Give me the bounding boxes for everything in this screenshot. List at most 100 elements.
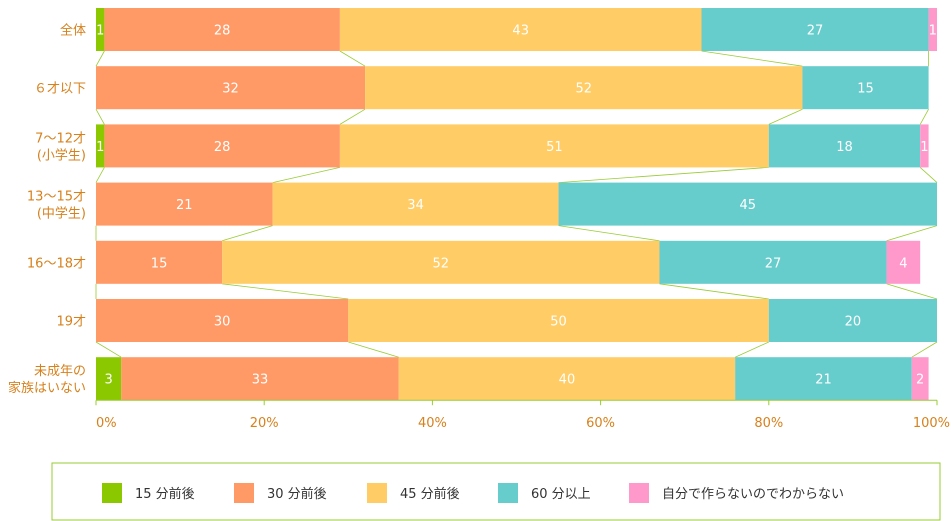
connector-line	[222, 283, 349, 300]
legend-swatch	[234, 483, 254, 503]
segment-value-label: 32	[222, 82, 239, 97]
bar-segment	[96, 66, 366, 110]
segment-value-label: 52	[576, 82, 593, 97]
legend: 15 分前後 30 分前後 45 分前後 60 分以上 自分で作らないのでわからない	[51, 462, 941, 521]
connector-line	[339, 50, 366, 67]
segment-value-label: 28	[214, 24, 231, 39]
bar-segment	[920, 124, 929, 168]
bar-segment	[768, 124, 921, 168]
connector-line	[886, 225, 938, 242]
connector-line	[339, 108, 366, 125]
legend-swatch	[102, 483, 122, 503]
segment-value-label: 1	[96, 24, 104, 39]
segment-value-label: 50	[550, 315, 567, 330]
legend-label: 30 分前後	[267, 486, 327, 502]
bar-segment	[121, 357, 399, 401]
bar-segment	[735, 357, 912, 401]
bar-segment	[659, 240, 887, 284]
segment-value-label: 15	[857, 82, 874, 97]
category-label: 19才	[56, 315, 86, 330]
legend-swatch	[498, 483, 518, 503]
connector-line	[734, 341, 769, 358]
bar-segment	[701, 8, 929, 51]
bar-segment	[348, 299, 769, 342]
connector-line	[95, 109, 105, 125]
segment-value-label: 43	[512, 24, 529, 39]
segment-value-label: 4	[899, 256, 907, 271]
x-axis: 0% 20% 40% 60% 80% 100%	[95, 399, 950, 431]
bar-segment	[768, 299, 937, 342]
category-label: (小学生)	[37, 147, 86, 163]
bar-segment	[272, 182, 559, 226]
connector-line	[919, 167, 938, 183]
bar-segment	[222, 240, 660, 284]
connector-line	[886, 283, 938, 300]
connector-line	[95, 50, 105, 67]
bar-segment	[398, 357, 736, 401]
category-label: 7〜12才	[35, 131, 86, 146]
bar-segment	[339, 8, 702, 51]
connector-line	[911, 341, 938, 358]
segment-value-label: 2	[916, 373, 924, 388]
bar-segment	[339, 124, 769, 168]
segment-value-label: 52	[433, 256, 450, 271]
x-tick-label: 40%	[418, 416, 447, 431]
segment-value-label: 27	[765, 256, 782, 271]
bar-segment	[104, 8, 340, 51]
bar-segment	[96, 299, 349, 342]
segment-value-label: 1	[920, 140, 928, 155]
category-label: 全体	[60, 23, 86, 39]
x-tick-label: 100%	[913, 416, 950, 431]
segment-value-label: 15	[151, 256, 168, 271]
connector-line	[558, 167, 769, 183]
segment-value-label: 28	[214, 140, 231, 155]
x-tick-label: 60%	[586, 416, 615, 431]
connector-line	[659, 283, 769, 300]
bar-segment	[104, 124, 340, 168]
x-tick-label: 80%	[754, 416, 783, 431]
category-labels: 全体 ６才以下 7〜12才(小学生) 13〜15才(中学生) 16〜18才 19才未成年の…	[8, 23, 86, 397]
segment-value-label: 27	[807, 24, 824, 39]
segment-value-label: 18	[836, 140, 853, 155]
bar-segment	[96, 357, 122, 401]
x-tick-label: 20%	[250, 416, 279, 431]
legend-label: 60 分以上	[531, 487, 591, 502]
segment-value-label: 21	[815, 373, 832, 388]
legend-swatch	[629, 483, 649, 503]
legend-box	[51, 462, 941, 521]
bar-segment	[96, 124, 105, 168]
segment-value-label: 40	[559, 373, 576, 388]
category-label: (中学生)	[37, 206, 86, 222]
connector-line	[768, 108, 803, 125]
segment-value-label: 45	[740, 198, 757, 213]
bar-segment	[886, 240, 921, 284]
segment-value-label: 20	[845, 315, 862, 330]
bar-segment	[365, 66, 803, 110]
connector-line	[919, 109, 929, 125]
legend-label: 45 分前後	[400, 486, 460, 502]
bar-segment	[802, 66, 929, 110]
bar-segment	[96, 8, 105, 51]
segment-value-label: 1	[96, 140, 104, 155]
category-label: 13〜15才	[27, 190, 86, 205]
bar-segment	[928, 8, 937, 51]
x-tick-label: 0%	[96, 416, 117, 431]
bar-segment	[96, 240, 223, 284]
category-label: 16〜18才	[27, 256, 86, 271]
connector-lines	[95, 50, 938, 358]
bars	[96, 8, 937, 401]
legend-swatch	[367, 483, 387, 503]
segment-value-label: 3	[104, 373, 112, 388]
segment-value-label: 51	[546, 140, 563, 155]
segment-value-label: 30	[214, 315, 231, 330]
bar-segment	[96, 182, 273, 226]
connector-line	[272, 167, 340, 183]
bar-segment	[558, 182, 937, 226]
segment-value-label: 34	[407, 198, 424, 213]
connector-line	[95, 167, 105, 183]
bar-segment	[911, 357, 929, 401]
connector-line	[222, 225, 273, 242]
segment-value-label: 21	[176, 198, 193, 213]
connector-line	[348, 341, 399, 358]
